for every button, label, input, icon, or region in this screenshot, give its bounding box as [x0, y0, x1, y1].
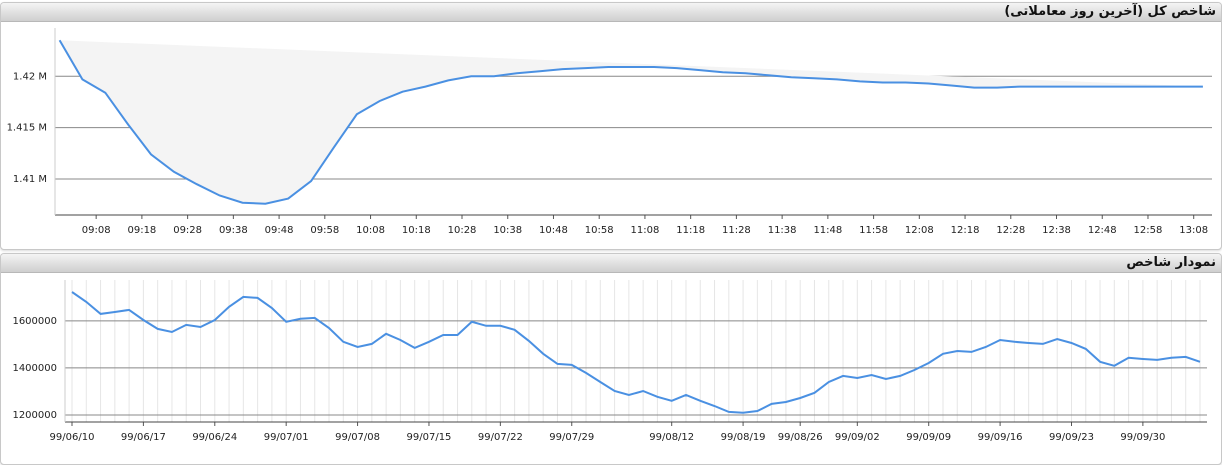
x-tick-label: 10:48 [539, 225, 568, 236]
x-tick-label: 99/09/09 [906, 432, 951, 443]
x-tick-label: 10:58 [585, 225, 614, 236]
x-tick-label: 99/09/16 [978, 432, 1023, 443]
line [58, 39, 1203, 205]
x-tick-label: 99/08/19 [721, 432, 766, 443]
y-tick-label: 1200000 [12, 410, 57, 421]
x-tick-label: 99/07/22 [478, 432, 523, 443]
x-tick-label: 99/07/29 [549, 432, 594, 443]
area [59, 40, 1203, 204]
history-panel: نمودار شاخص [0, 253, 1222, 465]
x-tick-label: 10:18 [402, 225, 431, 236]
x-tick-label: 09:38 [219, 225, 248, 236]
x-tick-label: 10:08 [356, 225, 385, 236]
x-tick-label: 99/09/30 [1120, 432, 1165, 443]
charts: 09:08 09:18 09:28 09:38 09:48 09:58 10:08 10:18… [7, 28, 1212, 443]
x-tick-label: 12:18 [951, 225, 980, 236]
x-tick-label: 99/06/17 [121, 432, 166, 443]
x-tick-label: 12:08 [905, 225, 934, 236]
y-tick-label: 1.42 M [13, 71, 47, 82]
x-tick-label: 10:28 [448, 225, 477, 236]
x-tick-label: 11:58 [859, 225, 888, 236]
y-tick-label: 1400000 [12, 363, 57, 374]
x-tick-label: 99/07/08 [335, 432, 380, 443]
x-tick-label: 99/06/10 [50, 432, 95, 443]
x-tick-label: 99/09/23 [1049, 432, 1094, 443]
x-tick-label: 12:28 [996, 225, 1025, 236]
x-tick-label: 99/06/24 [192, 432, 237, 443]
panel-title: شاخص کل (آخرین روز معاملاتی) [1, 3, 1221, 22]
x-tick-label: 99/07/01 [264, 432, 309, 443]
x-tick-label: 13:08 [1179, 225, 1208, 236]
y-tick-label: 1600000 [12, 316, 57, 327]
y-tick-label: 1.41 M [13, 174, 47, 185]
x-tick-label: 12:48 [1088, 225, 1117, 236]
x-tick-label: 09:48 [265, 225, 294, 236]
x-tick-label: 11:48 [813, 225, 842, 236]
x-tick-label: 11:28 [722, 225, 751, 236]
y-tick-label: 1.415 M [7, 123, 47, 134]
x-tick-label: 11:08 [631, 225, 660, 236]
x-tick-label: 11:38 [768, 225, 797, 236]
x-tick-label: 99/08/12 [649, 432, 694, 443]
x-tick-label: 99/07/15 [407, 432, 452, 443]
x-tick-label: 99/08/26 [778, 432, 823, 443]
x-tick-label: 11:18 [676, 225, 705, 236]
panel-title: نمودار شاخص [1, 254, 1221, 273]
x-tick-label: 12:38 [1042, 225, 1071, 236]
x-tick-label: 09:18 [127, 225, 156, 236]
x-tick-label: 99/09/02 [835, 432, 880, 443]
x-tick-label: 10:38 [493, 225, 522, 236]
x-tick-label: 09:28 [173, 225, 202, 236]
line [71, 291, 1201, 414]
x-tick-label: 09:58 [310, 225, 339, 236]
x-tick-label: 12:58 [1134, 225, 1163, 236]
x-tick-label: 09:08 [82, 225, 111, 236]
